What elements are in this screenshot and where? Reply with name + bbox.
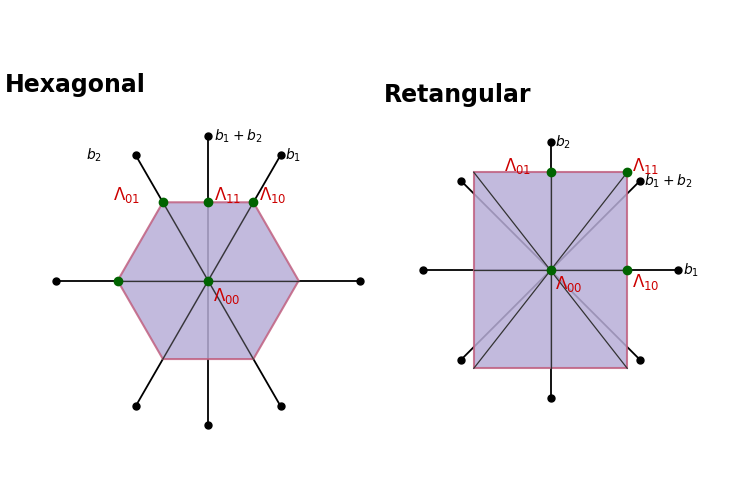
- Text: $\Lambda_{11}$: $\Lambda_{11}$: [632, 155, 660, 176]
- Text: Hexagonal: Hexagonal: [4, 73, 145, 97]
- Text: $\Lambda_{10}$: $\Lambda_{10}$: [632, 272, 660, 292]
- Text: $\Lambda_{00}$: $\Lambda_{00}$: [213, 285, 241, 306]
- Text: $b_1$: $b_1$: [285, 146, 301, 164]
- Text: $b_1$: $b_1$: [683, 261, 699, 279]
- Text: $\Lambda_{00}$: $\Lambda_{00}$: [555, 274, 582, 294]
- Text: Retangular: Retangular: [384, 83, 532, 107]
- Text: $b_2$: $b_2$: [555, 134, 570, 151]
- Text: $b_2$: $b_2$: [86, 146, 102, 164]
- Text: $\Lambda_{10}$: $\Lambda_{10}$: [259, 185, 286, 206]
- Polygon shape: [474, 172, 627, 369]
- Text: $b_1+b_2$: $b_1+b_2$: [213, 127, 262, 144]
- Text: $\Lambda_{01}$: $\Lambda_{01}$: [503, 155, 531, 176]
- Polygon shape: [117, 202, 299, 359]
- Text: $\Lambda_{11}$: $\Lambda_{11}$: [213, 185, 241, 206]
- Text: $b_1+b_2$: $b_1+b_2$: [644, 172, 693, 190]
- Text: $\Lambda_{01}$: $\Lambda_{01}$: [113, 185, 140, 206]
